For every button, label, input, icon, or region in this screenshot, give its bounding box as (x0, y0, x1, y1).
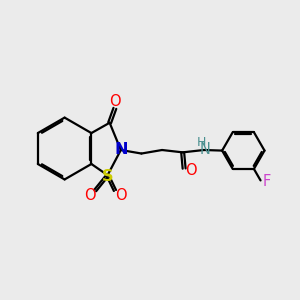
Text: O: O (185, 163, 197, 178)
Text: N: N (114, 142, 128, 158)
Text: O: O (84, 188, 96, 203)
Text: O: O (116, 188, 127, 203)
Text: N: N (199, 142, 210, 157)
Text: O: O (109, 94, 121, 110)
Text: S: S (102, 169, 113, 184)
Text: H: H (197, 136, 206, 149)
Text: F: F (263, 174, 271, 189)
